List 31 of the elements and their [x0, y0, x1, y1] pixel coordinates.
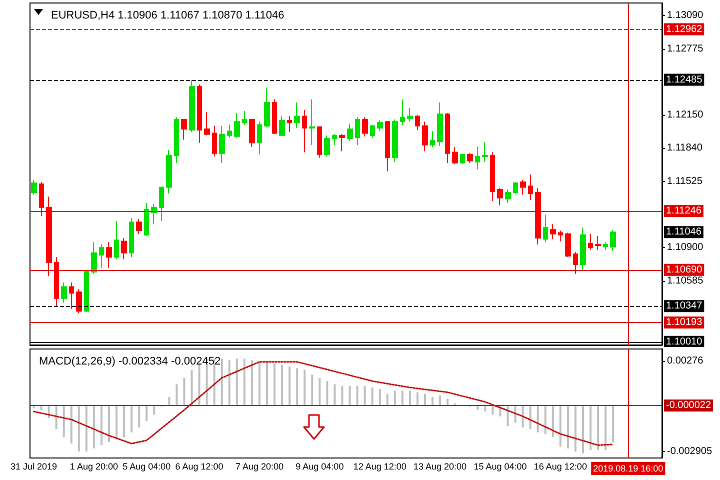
y-tick-label: 1.13090: [667, 10, 704, 22]
ref-line-label: 1.10690: [666, 264, 703, 276]
text: MACD(12,26,9) -0.002334 -0.002452: [39, 356, 221, 368]
x-tick-label: 2019.08.19 16:00: [593, 464, 664, 474]
x-tick-label: 16 Aug 12:00: [534, 462, 587, 472]
y-tick-label: 1.11525: [667, 176, 703, 187]
y-tick-label: -0.002905: [667, 446, 712, 458]
ref-line-label: 1.12962: [666, 24, 703, 35]
x-tick-label: 13 Aug 20:00: [414, 462, 467, 472]
annotation: 1.11046: [666, 226, 702, 238]
ref-line-label: 1.11246: [666, 205, 702, 216]
y-tick-label: 1.10900: [667, 242, 704, 254]
y-tick-label: 1.10585: [667, 275, 704, 286]
x-tick-label: 15 Aug 04:00: [474, 462, 527, 472]
y-tick-label: 0.00276: [667, 355, 704, 366]
ref-line-label: 1.10010: [666, 336, 703, 348]
y-tick-label: 1.11840: [667, 142, 703, 154]
x-tick-label: 1 Aug 20:00: [70, 462, 118, 472]
x-tick-label: 6 Aug 12:00: [175, 462, 224, 472]
x-tick-label: 9 Aug 04:00: [296, 462, 344, 472]
x-tick-label: 5 Aug 04:00: [122, 462, 171, 472]
ref-line-label: 1.10193: [666, 316, 703, 328]
ref-line-label: 1.10347: [666, 300, 703, 312]
y-tick-label: 1.12150: [667, 110, 704, 121]
x-tick-label: 7 Aug 20:00: [235, 462, 284, 472]
ref-line-label: 1.12485: [666, 74, 703, 86]
x-tick-label: 12 Aug 12:00: [353, 462, 406, 472]
ref-line-label: -0.000022: [666, 400, 712, 411]
text: EURUSD,H4 1.10906 1.11067 1.10870 1.11046: [51, 10, 284, 22]
y-tick-label: 1.12775: [667, 44, 704, 55]
x-tick-label: 31 Jul 2019: [10, 462, 58, 472]
